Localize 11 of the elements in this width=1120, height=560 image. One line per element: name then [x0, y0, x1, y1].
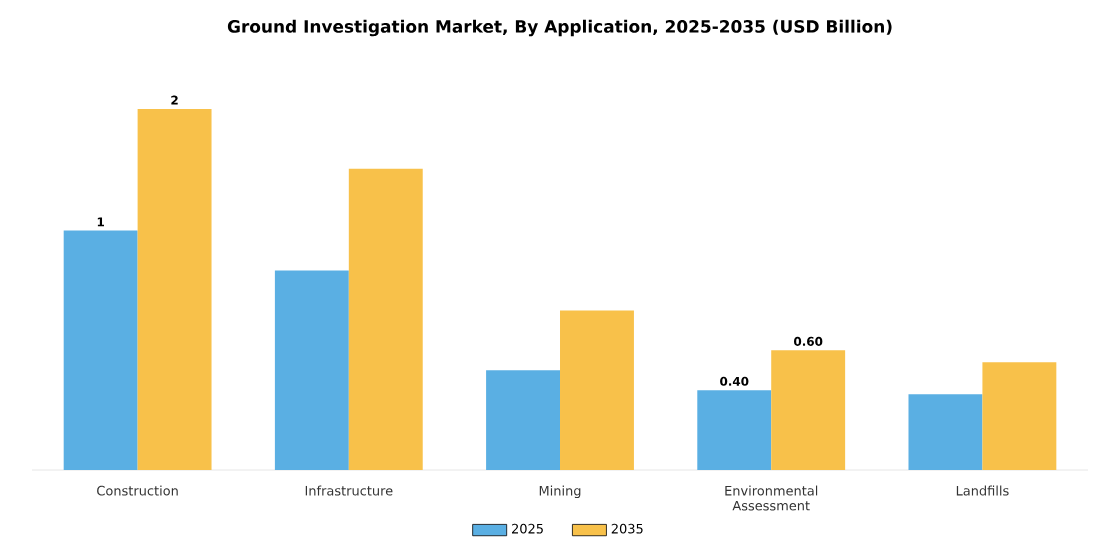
bar [137, 108, 212, 470]
bar [697, 390, 772, 470]
bar [348, 168, 423, 470]
bar [63, 230, 138, 470]
bar [908, 394, 983, 470]
chart-title: Ground Investigation Market, By Application, 2025-2035 (USD Billion) [227, 19, 892, 37]
bar [560, 310, 634, 470]
bar [982, 362, 1057, 470]
bar [274, 270, 349, 470]
bar [771, 350, 846, 470]
bar [486, 370, 561, 470]
